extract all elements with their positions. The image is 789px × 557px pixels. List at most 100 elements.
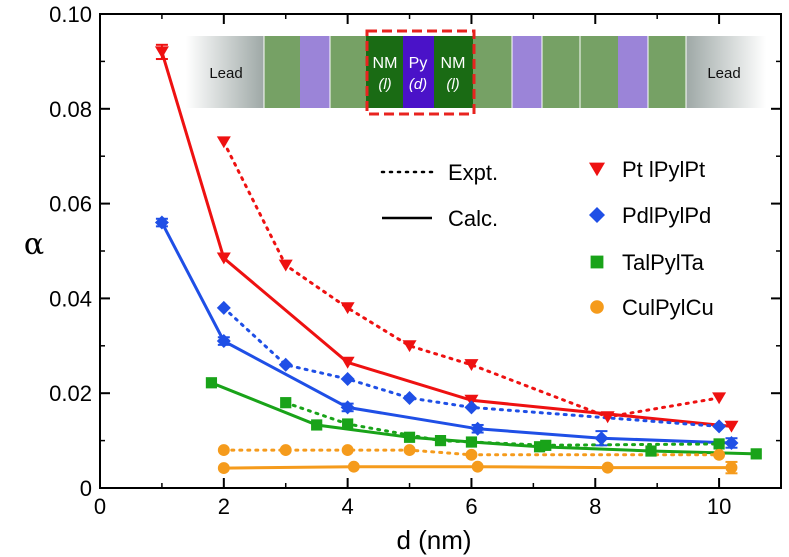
legend-style-label: Expt. <box>448 160 498 185</box>
inset-layer-nm <box>648 36 686 108</box>
data-point-culpylcu-calc <box>471 460 484 473</box>
data-point-culpylcu-calc <box>725 461 738 474</box>
data-point-talpylta-calc <box>311 419 323 431</box>
data-point-talpylta-calc <box>533 441 546 453</box>
data-point-culpylcu-calc <box>347 460 360 473</box>
inset-layer-py <box>300 36 330 108</box>
inset-layer-label: (l) <box>378 76 391 93</box>
inset-layer-label: Py <box>409 55 428 72</box>
data-point-ptlpylpt-expt <box>712 392 727 405</box>
data-point-ptlpylpt-expt <box>600 411 615 424</box>
inset-layer-nm-highlighted <box>434 36 473 108</box>
data-point-culpylcu-expt <box>465 448 478 461</box>
series-markers <box>154 43 762 475</box>
inset-layer-nm <box>542 36 580 108</box>
data-point-talpylta-calc <box>465 436 478 448</box>
inset-layer-nm <box>580 36 618 108</box>
data-point-culpylcu-expt <box>279 444 292 457</box>
data-point-talpylta-expt <box>540 439 552 451</box>
inset-layer-py <box>618 36 648 108</box>
y-tick-label: 0.08 <box>49 97 92 122</box>
data-point-ptlpylpt-expt <box>340 302 355 315</box>
legend: Expt. Calc. Pt lPylPt PdlPylPd TalPylTa CulPy… <box>380 157 714 320</box>
y-axis-label: α <box>24 227 44 262</box>
data-point-pdlpylpd-expt <box>278 357 293 372</box>
data-point-culpylcu-expt <box>403 444 416 457</box>
legend-material-label: Pt lPylPt <box>622 157 705 182</box>
x-tick-label: 6 <box>465 494 477 519</box>
legend-material-label: PdlPylPd <box>622 203 711 228</box>
x-tick-label: 10 <box>707 494 731 519</box>
data-point-talpylta-expt <box>713 438 725 450</box>
data-point-pdlpylpd-calc <box>724 435 739 450</box>
y-tick-label: 0.02 <box>49 381 92 406</box>
data-point-culpylcu-calc <box>601 461 614 474</box>
inset-lead-right-label: Lead <box>707 65 740 82</box>
data-point-culpylcu-expt <box>713 448 726 461</box>
x-tick-label: 8 <box>589 494 601 519</box>
inset-layer-label: NM <box>441 55 466 72</box>
data-point-talpylta-expt <box>434 435 447 447</box>
data-point-ptlpylpt-expt <box>216 136 231 149</box>
series-line-pdlpylpd-calc <box>160 221 732 445</box>
data-point-ptlpylpt-calc <box>216 252 231 265</box>
legend-style-label: Calc. <box>448 206 498 231</box>
x-tick-label: 2 <box>218 494 230 519</box>
data-point-pdlpylpd-calc <box>340 400 355 415</box>
data-point-pdlpylpd-calc <box>594 431 609 446</box>
data-point-pdlpylpd-expt <box>712 419 727 434</box>
inset-layer-label: NM <box>373 55 398 72</box>
y-tick-label: 0.10 <box>49 2 92 27</box>
data-point-pdlpylpd-calc <box>154 215 169 230</box>
x-axis-label: d (nm) <box>396 525 471 555</box>
data-point-pdlpylpd-expt <box>340 371 355 386</box>
data-point-ptlpylpt-expt <box>402 340 417 353</box>
legend-marker <box>589 162 605 177</box>
y-tick-label: 0 <box>80 476 92 501</box>
x-tick-label: 4 <box>342 494 354 519</box>
data-point-ptlpylpt-calc <box>340 356 355 369</box>
data-point-pdlpylpd-calc <box>216 334 231 349</box>
axes: 0 2 4 6 8 10 0 0.02 0.04 0.06 0.08 0.10 <box>49 2 782 519</box>
inset-layer-label: (l) <box>446 76 459 93</box>
legend-material-label: TalPylTa <box>622 250 705 275</box>
inset-layer-py <box>512 36 542 108</box>
inset-lead-left <box>186 36 264 108</box>
data-point-pdlpylpd-expt <box>402 390 417 405</box>
data-point-talpylta-calc <box>403 431 416 443</box>
data-point-culpylcu-expt <box>341 444 354 457</box>
data-point-ptlpylpt-calc <box>724 420 739 433</box>
inset-lead-left-label: Lead <box>209 65 242 82</box>
legend-marker <box>589 207 605 223</box>
data-point-culpylcu-expt <box>217 444 230 457</box>
data-point-ptlpylpt-expt <box>278 259 293 272</box>
data-point-talpylta-calc <box>205 377 218 389</box>
y-tick-label: 0.06 <box>49 192 92 217</box>
series-line-culpylcu-expt <box>222 448 721 457</box>
inset-highlight-box <box>365 29 476 116</box>
inset-layer-nm <box>473 36 512 108</box>
data-point-talpylta-calc <box>645 445 657 457</box>
x-tick-label: 0 <box>94 494 106 519</box>
legend-marker <box>590 255 604 269</box>
data-point-talpylta-expt <box>342 418 354 430</box>
series-line-ptlpylpt-calc <box>160 51 732 428</box>
inset-lead-right <box>686 36 766 108</box>
data-point-ptlpylpt-calc <box>154 46 169 59</box>
data-point-pdlpylpd-expt <box>464 400 479 415</box>
legend-marker <box>590 300 604 314</box>
data-point-pdlpylpd-expt <box>216 300 231 315</box>
data-point-pdlpylpd-calc <box>470 421 485 436</box>
data-point-talpylta-expt <box>280 397 292 409</box>
y-tick-label: 0.04 <box>49 286 92 311</box>
data-point-ptlpylpt-expt <box>464 359 479 372</box>
data-point-talpylta-calc <box>750 448 762 460</box>
legend-material-label: CulPylCu <box>622 295 714 320</box>
inset-layer-nm <box>330 36 366 108</box>
data-point-culpylcu-calc <box>217 462 230 475</box>
inset-layer-nm <box>264 36 300 108</box>
inset-schematic: Lead Lead NM (l) Py (d) NM (l) <box>186 29 766 116</box>
inset-layer-nm-highlighted <box>366 36 403 108</box>
inset-layer-label: (d) <box>409 76 427 93</box>
